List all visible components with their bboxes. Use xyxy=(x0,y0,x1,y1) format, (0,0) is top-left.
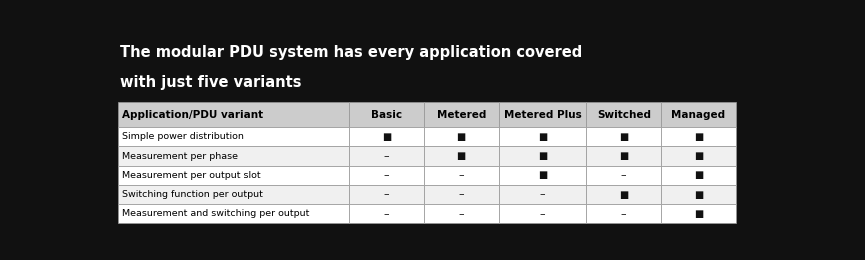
Text: –: – xyxy=(383,170,389,180)
Bar xyxy=(586,166,661,185)
Bar xyxy=(586,102,661,127)
Text: Managed: Managed xyxy=(671,110,726,120)
Bar xyxy=(498,185,586,204)
Bar xyxy=(119,166,349,185)
Text: ■: ■ xyxy=(538,132,547,142)
Bar xyxy=(586,185,661,204)
Bar xyxy=(424,185,498,204)
Bar xyxy=(349,166,424,185)
Bar xyxy=(424,146,498,166)
Text: ■: ■ xyxy=(538,151,547,161)
Text: –: – xyxy=(458,209,464,219)
Bar xyxy=(119,146,349,166)
Text: –: – xyxy=(458,190,464,200)
Bar xyxy=(498,146,586,166)
Bar xyxy=(424,204,498,223)
Bar xyxy=(661,185,736,204)
Text: –: – xyxy=(458,170,464,180)
Bar xyxy=(586,204,661,223)
Bar xyxy=(349,185,424,204)
Bar xyxy=(661,146,736,166)
Text: ■: ■ xyxy=(694,209,703,219)
Bar xyxy=(586,146,661,166)
Text: ■: ■ xyxy=(619,132,628,142)
Text: Switching function per output: Switching function per output xyxy=(122,190,263,199)
Text: ■: ■ xyxy=(694,132,703,142)
Text: ■: ■ xyxy=(619,151,628,161)
Text: –: – xyxy=(383,209,389,219)
Bar xyxy=(349,102,424,127)
Text: Simple power distribution: Simple power distribution xyxy=(122,132,244,141)
Text: Metered: Metered xyxy=(437,110,486,120)
Text: –: – xyxy=(621,170,626,180)
Text: with just five variants: with just five variants xyxy=(120,75,302,90)
Bar xyxy=(498,127,586,146)
Bar xyxy=(661,166,736,185)
Text: ■: ■ xyxy=(457,151,466,161)
Text: ■: ■ xyxy=(381,132,391,142)
Bar xyxy=(498,204,586,223)
Text: Metered Plus: Metered Plus xyxy=(503,110,581,120)
Text: –: – xyxy=(383,151,389,161)
Bar xyxy=(119,185,349,204)
Text: Measurement per phase: Measurement per phase xyxy=(122,152,238,161)
Text: Switched: Switched xyxy=(597,110,650,120)
Bar xyxy=(661,204,736,223)
Text: ■: ■ xyxy=(694,190,703,200)
Text: Application/PDU variant: Application/PDU variant xyxy=(122,110,263,120)
Bar xyxy=(349,204,424,223)
Bar xyxy=(119,204,349,223)
Bar xyxy=(661,127,736,146)
Bar xyxy=(661,102,736,127)
Bar xyxy=(424,102,498,127)
Bar xyxy=(349,127,424,146)
Bar xyxy=(119,102,349,127)
Text: Measurement and switching per output: Measurement and switching per output xyxy=(122,209,310,218)
Bar xyxy=(349,146,424,166)
Text: The modular PDU system has every application covered: The modular PDU system has every applica… xyxy=(120,45,582,60)
Bar xyxy=(119,127,349,146)
Text: ■: ■ xyxy=(457,132,466,142)
Bar xyxy=(424,166,498,185)
Text: –: – xyxy=(383,190,389,200)
Bar xyxy=(586,127,661,146)
Text: Basic: Basic xyxy=(371,110,402,120)
Text: ■: ■ xyxy=(694,151,703,161)
Text: Measurement per output slot: Measurement per output slot xyxy=(122,171,261,180)
Text: ■: ■ xyxy=(619,190,628,200)
Text: –: – xyxy=(621,209,626,219)
Bar xyxy=(498,102,586,127)
Bar xyxy=(424,127,498,146)
Text: ■: ■ xyxy=(538,170,547,180)
Text: –: – xyxy=(540,190,545,200)
Text: ■: ■ xyxy=(694,170,703,180)
Text: –: – xyxy=(540,209,545,219)
Bar xyxy=(498,166,586,185)
